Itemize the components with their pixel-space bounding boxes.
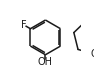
Text: OH: OH [38, 57, 53, 67]
Text: O: O [91, 49, 94, 59]
Text: F: F [21, 20, 27, 30]
